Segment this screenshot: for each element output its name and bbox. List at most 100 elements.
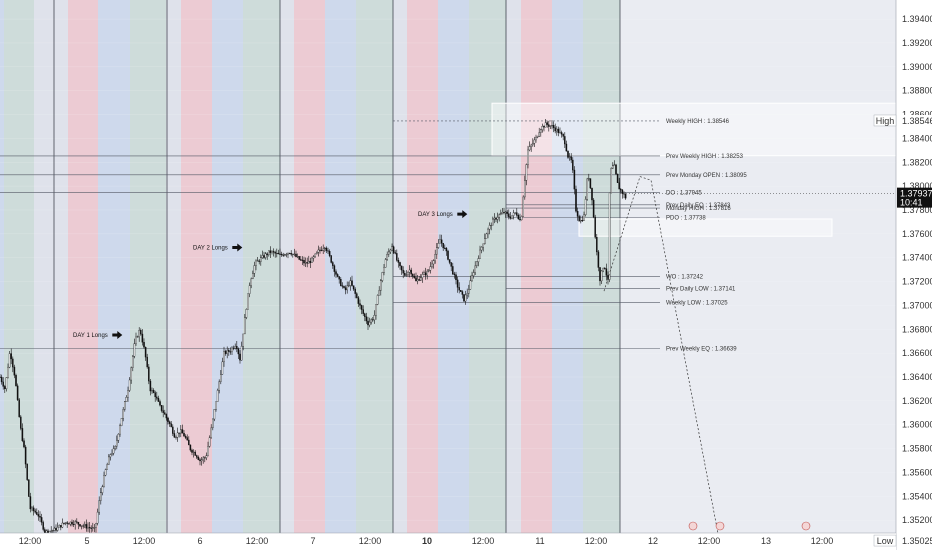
candle-body [488, 225, 491, 230]
candle-body [56, 527, 59, 531]
candle-body [618, 182, 620, 190]
candle-body [2, 381, 4, 387]
candle-body [130, 367, 132, 381]
candle-body [181, 429, 184, 434]
candle-body [106, 464, 108, 470]
level-label: Prev Weekly EQ : 1.36639 [666, 346, 737, 352]
price-tick-label: 1.38200 [902, 157, 932, 167]
candle-body [143, 341, 145, 348]
candle-body [583, 214, 585, 221]
candle-body [364, 313, 366, 317]
candle-body [511, 215, 513, 219]
time-axis[interactable] [0, 533, 896, 550]
badge-tag [873, 534, 897, 547]
candle-body [260, 257, 262, 262]
candle-body [575, 188, 577, 212]
candle-body [492, 218, 494, 226]
candle-body [88, 527, 91, 529]
candle-body [309, 260, 312, 263]
candle-body [399, 262, 401, 267]
candle-body [613, 164, 616, 166]
candle-body [431, 263, 433, 267]
candle-body [119, 425, 121, 435]
candle-body [508, 213, 510, 217]
price-axis-ticks: 1.35200 1.35400 1.35600 1.35800 1.36000 1.362… [902, 14, 932, 525]
candle-body [234, 346, 236, 349]
candle-body [423, 272, 425, 275]
session-band [12, 0, 34, 533]
candle-body [263, 255, 265, 258]
candle-body [248, 285, 251, 294]
candle-body [95, 523, 97, 528]
price-tick-label: 1.38600 [902, 110, 932, 120]
candle-body [412, 273, 414, 277]
candle-body [175, 437, 177, 438]
candle-body [540, 129, 542, 133]
price-tick-label: 1.36400 [902, 372, 932, 382]
candle-body [44, 529, 46, 533]
candle-body [434, 254, 436, 261]
price-axis[interactable] [896, 0, 932, 550]
candle-body [397, 260, 400, 263]
candle-body [621, 189, 624, 194]
arrow-right-icon [112, 331, 123, 340]
candle-body [39, 516, 41, 518]
session-band [34, 0, 68, 533]
candle-body [152, 390, 155, 393]
session-band [506, 0, 521, 533]
candle-body [464, 294, 467, 302]
badge-tag-label: Low [877, 536, 894, 546]
candle-body [151, 390, 153, 392]
candle-body [620, 188, 622, 191]
candle-body [584, 199, 587, 216]
candle-body [189, 444, 192, 451]
candle-body [15, 374, 17, 387]
candle-body [346, 285, 348, 291]
candle-body [207, 446, 209, 456]
candle-body [101, 486, 104, 493]
candle-body [303, 260, 305, 264]
candle-body [8, 353, 11, 368]
candle-body [240, 346, 243, 361]
level-label: Weekly HIGH : 1.38546 [666, 119, 730, 125]
candle-body [202, 457, 204, 460]
candle-body [559, 132, 561, 134]
candle-body [453, 273, 456, 275]
candle-body [128, 379, 131, 391]
candle-body [37, 514, 40, 517]
candle-body [591, 187, 593, 201]
candle-body [149, 380, 152, 392]
annotation-label: DAY 3 Longs [418, 212, 453, 218]
candle-body [245, 309, 248, 318]
candle-body [608, 192, 611, 280]
candle-body [127, 390, 129, 398]
candle-body [565, 143, 568, 152]
candle-body [226, 350, 228, 354]
candle-body [432, 260, 435, 265]
candle-body [77, 522, 80, 525]
time-tick-label: 12:00 [246, 536, 269, 546]
economic-event-icon [801, 521, 811, 531]
candle-body [90, 527, 92, 529]
time-tick-label: 13 [761, 536, 771, 546]
candle-body [596, 237, 598, 253]
candle-body [570, 156, 572, 161]
candle-body [557, 128, 560, 133]
candle-body [256, 260, 259, 262]
candle-body [172, 426, 174, 434]
time-tick-label: 12:00 [811, 536, 834, 546]
candle-body [160, 405, 163, 411]
price-tick-label: 1.37600 [902, 229, 932, 239]
candle-body [108, 456, 110, 465]
candle-body [456, 279, 459, 288]
candle-body [92, 527, 94, 529]
candle-body [197, 457, 200, 460]
candle-body [564, 136, 566, 145]
candle-body [146, 356, 148, 368]
candle-body [447, 250, 449, 260]
candle-body [32, 507, 35, 512]
candle-body [328, 251, 331, 256]
candle-body [516, 212, 518, 216]
candle-body [213, 409, 216, 420]
